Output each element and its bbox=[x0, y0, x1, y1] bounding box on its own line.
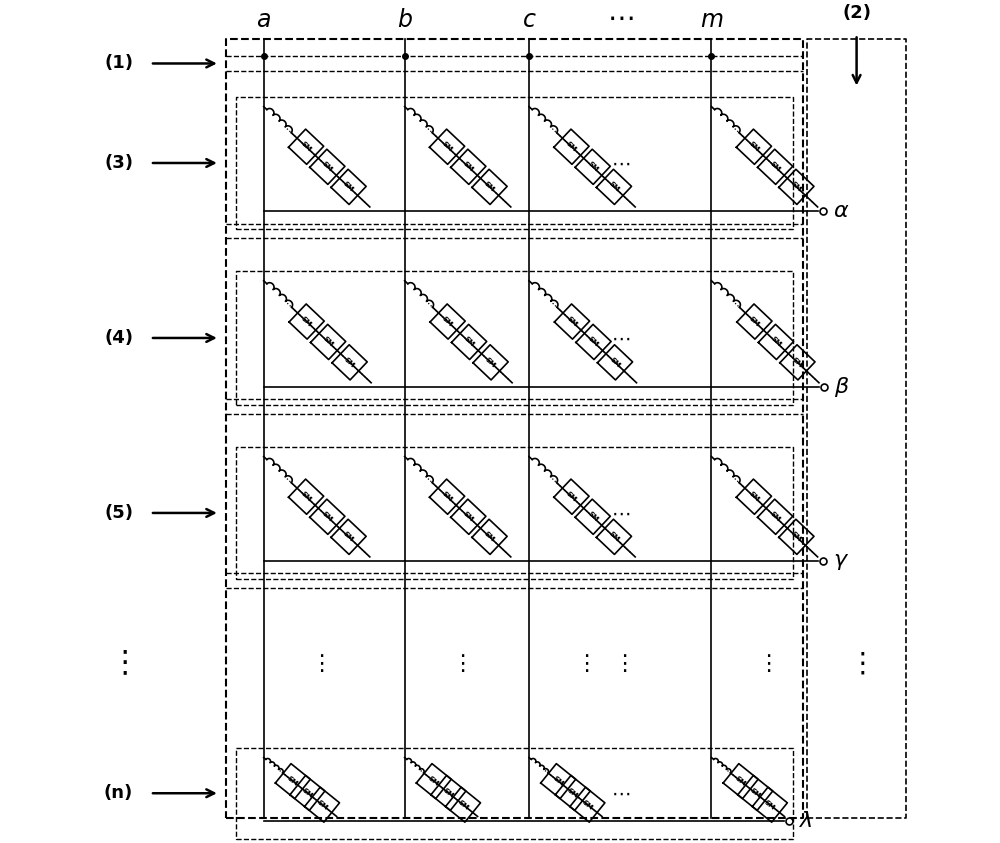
Text: $\vdots$: $\vdots$ bbox=[848, 649, 865, 678]
Text: (3): (3) bbox=[104, 154, 133, 172]
Text: SM: SM bbox=[586, 511, 599, 523]
Text: SM: SM bbox=[790, 530, 803, 543]
Text: SM: SM bbox=[462, 511, 475, 523]
Text: $\beta$: $\beta$ bbox=[834, 375, 849, 399]
Text: $\gamma$: $\gamma$ bbox=[833, 550, 849, 572]
Text: $\vdots$: $\vdots$ bbox=[613, 652, 627, 674]
Text: $\cdots$: $\cdots$ bbox=[611, 153, 630, 173]
Text: SM: SM bbox=[484, 356, 497, 368]
Text: SM: SM bbox=[322, 336, 335, 348]
Text: SM: SM bbox=[342, 530, 355, 543]
Text: SM: SM bbox=[790, 180, 803, 193]
Text: SM: SM bbox=[457, 798, 470, 811]
Text: SM: SM bbox=[769, 160, 782, 173]
Text: $\vdots$: $\vdots$ bbox=[310, 652, 324, 674]
Text: SM: SM bbox=[427, 775, 440, 787]
Text: SM: SM bbox=[300, 141, 312, 153]
Text: SM: SM bbox=[342, 180, 355, 193]
Text: $a$: $a$ bbox=[256, 8, 271, 32]
Text: SM: SM bbox=[734, 775, 747, 787]
Text: $\vdots$: $\vdots$ bbox=[575, 652, 589, 674]
Text: $\cdots$: $\cdots$ bbox=[611, 784, 630, 803]
Text: SM: SM bbox=[566, 315, 578, 328]
Text: SM: SM bbox=[441, 141, 453, 153]
Text: SM: SM bbox=[609, 356, 621, 368]
Text: $m$: $m$ bbox=[700, 8, 723, 32]
Text: $\vdots$: $\vdots$ bbox=[757, 652, 772, 674]
Text: SM: SM bbox=[770, 336, 782, 348]
Text: (n): (n) bbox=[104, 784, 133, 803]
Text: SM: SM bbox=[316, 798, 329, 811]
Text: $b$: $b$ bbox=[397, 8, 413, 32]
Text: (1): (1) bbox=[104, 55, 133, 72]
Text: SM: SM bbox=[748, 315, 761, 328]
Text: SM: SM bbox=[441, 315, 454, 328]
Text: SM: SM bbox=[566, 787, 579, 799]
Text: SM: SM bbox=[552, 775, 565, 787]
Text: SM: SM bbox=[587, 336, 600, 348]
Text: SM: SM bbox=[763, 798, 776, 811]
Text: SM: SM bbox=[301, 787, 314, 799]
Text: SM: SM bbox=[441, 491, 453, 503]
Text: SM: SM bbox=[748, 141, 760, 153]
Text: SM: SM bbox=[300, 491, 312, 503]
Text: (2): (2) bbox=[842, 4, 871, 22]
Text: SM: SM bbox=[463, 336, 475, 348]
Text: SM: SM bbox=[565, 141, 578, 153]
Text: SM: SM bbox=[300, 315, 313, 328]
Text: SM: SM bbox=[321, 160, 334, 173]
Text: SM: SM bbox=[286, 775, 299, 787]
Text: SM: SM bbox=[608, 180, 620, 193]
Text: $\cdots$: $\cdots$ bbox=[611, 329, 630, 347]
Text: (4): (4) bbox=[104, 329, 133, 347]
Text: SM: SM bbox=[343, 356, 356, 368]
Text: SM: SM bbox=[791, 356, 804, 368]
Text: SM: SM bbox=[586, 160, 599, 173]
Text: SM: SM bbox=[749, 787, 762, 799]
Text: SM: SM bbox=[321, 511, 334, 523]
Text: (5): (5) bbox=[104, 504, 133, 522]
Text: SM: SM bbox=[581, 798, 594, 811]
Text: SM: SM bbox=[748, 491, 760, 503]
Text: SM: SM bbox=[769, 511, 782, 523]
Text: SM: SM bbox=[565, 491, 578, 503]
Text: SM: SM bbox=[608, 530, 620, 543]
Text: $c$: $c$ bbox=[522, 8, 536, 32]
Text: $\cdots$: $\cdots$ bbox=[611, 503, 630, 523]
Text: SM: SM bbox=[483, 530, 496, 543]
Text: $\alpha$: $\alpha$ bbox=[833, 200, 849, 222]
Text: SM: SM bbox=[442, 787, 455, 799]
Text: $\lambda$: $\lambda$ bbox=[799, 809, 813, 831]
Text: $\vdots$: $\vdots$ bbox=[109, 649, 128, 678]
Text: SM: SM bbox=[462, 160, 475, 173]
Text: $\vdots$: $\vdots$ bbox=[451, 652, 465, 674]
Text: $\cdots$: $\cdots$ bbox=[607, 4, 634, 32]
Text: SM: SM bbox=[483, 180, 496, 193]
